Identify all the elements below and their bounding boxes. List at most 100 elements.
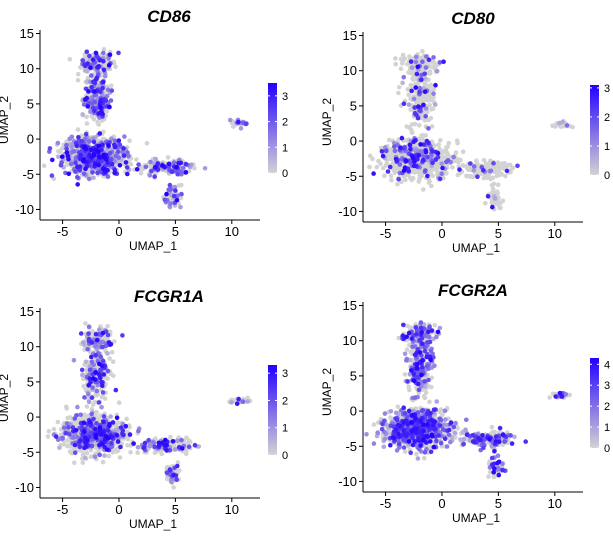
cell-point [388, 415, 393, 420]
cell-point [101, 414, 107, 419]
cell-point [83, 359, 89, 365]
cell-point [75, 404, 80, 410]
x-tick-label: 0 [438, 226, 445, 241]
cell-point [87, 434, 92, 440]
cell-point [106, 453, 112, 459]
cell-point [425, 173, 430, 179]
cell-point [413, 59, 419, 65]
cell-point [183, 170, 189, 175]
cell-point [92, 108, 97, 114]
cell-point [110, 450, 115, 455]
cell-point [180, 165, 186, 171]
cell-point [97, 327, 102, 332]
cell-point [422, 455, 427, 461]
cell-point [96, 400, 102, 405]
cell-point [481, 157, 487, 163]
cell-point [414, 169, 419, 174]
cell-point [89, 395, 95, 401]
cell-point [438, 138, 443, 143]
cell-point [490, 186, 496, 192]
cell-point [437, 60, 443, 65]
cell-point [431, 60, 437, 65]
cell-point [391, 140, 397, 146]
cell-point [483, 200, 488, 206]
cell-point [108, 342, 114, 347]
cell-point [420, 48, 425, 54]
y-tick-label: -5 [22, 167, 34, 182]
cell-point [389, 177, 394, 183]
cell-point [100, 142, 105, 148]
cell-point [99, 404, 104, 410]
cell-point [412, 121, 418, 127]
cell-point [458, 157, 463, 163]
cell-point [171, 485, 176, 490]
cell-point [120, 428, 126, 433]
cell-point [73, 428, 79, 433]
cell-point [153, 156, 158, 162]
cell-point [167, 467, 173, 472]
cell-point [101, 372, 107, 377]
cell-point [107, 52, 113, 57]
cell-point [179, 191, 184, 197]
cell-point [75, 71, 81, 77]
cell-point [57, 445, 62, 451]
cell-point [171, 160, 177, 165]
cell-point [173, 447, 178, 452]
cell-point [424, 54, 429, 59]
cell-point [466, 167, 471, 173]
cell-point [430, 149, 435, 154]
cell-point [498, 205, 503, 211]
cell-point [97, 452, 102, 458]
cell-point [406, 92, 412, 97]
cell-point [416, 123, 422, 128]
cell-point [425, 154, 430, 160]
cell-point [392, 148, 398, 154]
cell-point [94, 410, 99, 415]
cell-point [63, 430, 69, 436]
cell-point [416, 153, 422, 158]
cell-point [74, 143, 79, 149]
cell-point [170, 439, 176, 444]
cell-point [84, 114, 89, 120]
cell-point [55, 419, 61, 425]
cell-point [148, 159, 153, 165]
cell-point [86, 176, 92, 182]
cell-point [424, 138, 430, 144]
cell-point [75, 182, 80, 187]
cell-point [75, 419, 80, 424]
cell-point [175, 438, 180, 443]
y-tick-label: 5 [350, 98, 357, 113]
cell-point [65, 443, 70, 449]
y-tick-label: 10 [20, 61, 34, 76]
cell-point [175, 460, 181, 465]
cell-point [168, 434, 173, 440]
cell-point [80, 460, 86, 466]
cell-point [122, 134, 127, 139]
cell-point [414, 71, 420, 77]
y-tick-label: 5 [27, 374, 34, 389]
cell-point [83, 321, 88, 326]
cell-point [171, 193, 177, 199]
panel-title: FCGR2A [438, 281, 508, 300]
cell-point [88, 65, 93, 70]
cell-point [431, 55, 436, 60]
cell-point [167, 447, 173, 453]
cell-point [91, 152, 97, 157]
cell-point [100, 358, 106, 364]
cell-point [93, 343, 99, 349]
cell-point [179, 437, 184, 443]
cell-point [439, 161, 445, 166]
cell-point [117, 163, 123, 168]
x-tick-label: -5 [57, 224, 69, 239]
cell-point [168, 187, 173, 192]
cell-point [100, 344, 105, 350]
cell-point [93, 370, 98, 375]
cell-point [179, 182, 184, 188]
x-tick-label: -5 [57, 502, 69, 517]
cell-point [175, 193, 180, 199]
cell-point [411, 139, 416, 145]
cell-point [100, 459, 106, 465]
